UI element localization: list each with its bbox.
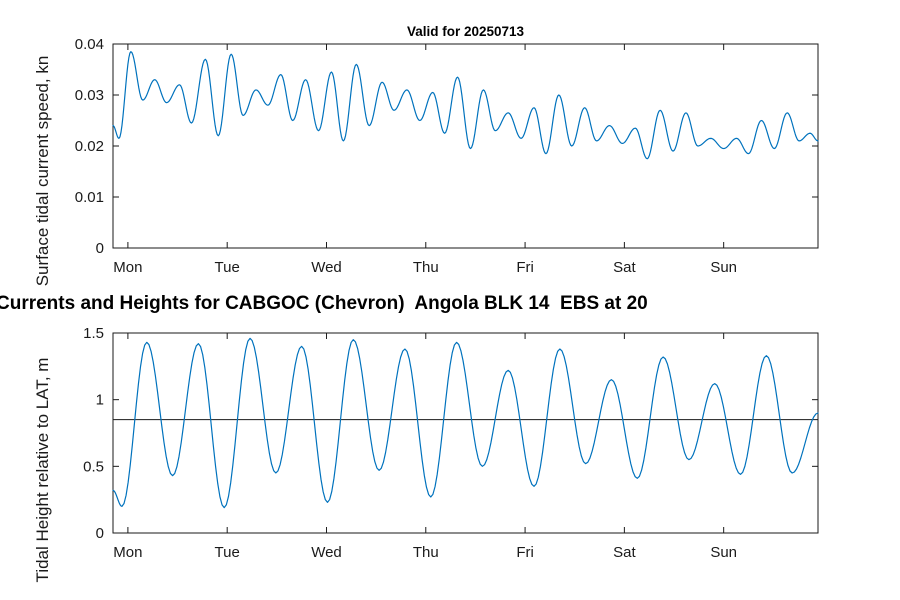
y-axis-label: Tidal Height relative to LAT, m bbox=[33, 358, 52, 583]
x-tick-label: Mon bbox=[113, 544, 142, 561]
chart-title: Valid for 20250713 bbox=[407, 24, 525, 39]
current-speed-series-line bbox=[112, 51, 819, 160]
y-tick-label: 1.5 bbox=[83, 325, 104, 342]
current-speed-axes-box bbox=[112, 43, 819, 249]
x-tick-label: Sat bbox=[613, 544, 636, 561]
y-tick-label: 0.02 bbox=[75, 138, 104, 155]
y-tick-label: 0 bbox=[96, 240, 104, 257]
x-tick-label: Sat bbox=[613, 259, 636, 276]
tidal-height-chart: 0 0.5 1 1.5 Mon Tue Wed Thu Fri Sat Sun Tidal Heigh… bbox=[33, 325, 819, 583]
current-speed-chart: 0 0.01 0.02 0.03 0.04 Mon Tue Wed Thu Fri Sat Sun Va… bbox=[33, 24, 819, 287]
y-tick-label: 0.04 bbox=[75, 36, 104, 53]
y-tick-label: 1 bbox=[96, 392, 104, 409]
tidal-height-axes-box bbox=[112, 332, 819, 534]
y-tick-label: 0.03 bbox=[75, 87, 104, 104]
x-tick-label: Thu bbox=[413, 259, 439, 276]
x-tick-label: Tue bbox=[215, 544, 240, 561]
figure-heading: Currents and Heights for CABGOC (Chevron… bbox=[0, 293, 648, 314]
y-axis-label: Surface tidal current speed, kn bbox=[33, 56, 52, 287]
y-tick-label: 0.5 bbox=[83, 458, 104, 475]
x-tick-label: Wed bbox=[311, 544, 342, 561]
x-tick-label: Thu bbox=[413, 544, 439, 561]
x-tick-label: Sun bbox=[710, 259, 737, 276]
y-tick-label: 0 bbox=[96, 525, 104, 542]
tidal-height-series-line bbox=[112, 337, 819, 509]
x-tick-label: Fri bbox=[516, 544, 534, 561]
x-tick-label: Sun bbox=[710, 544, 737, 561]
x-tick-label: Fri bbox=[516, 259, 534, 276]
x-tick-label: Tue bbox=[215, 259, 240, 276]
x-tick-label: Wed bbox=[311, 259, 342, 276]
x-tick-label: Mon bbox=[113, 259, 142, 276]
y-tick-label: 0.01 bbox=[75, 189, 104, 206]
